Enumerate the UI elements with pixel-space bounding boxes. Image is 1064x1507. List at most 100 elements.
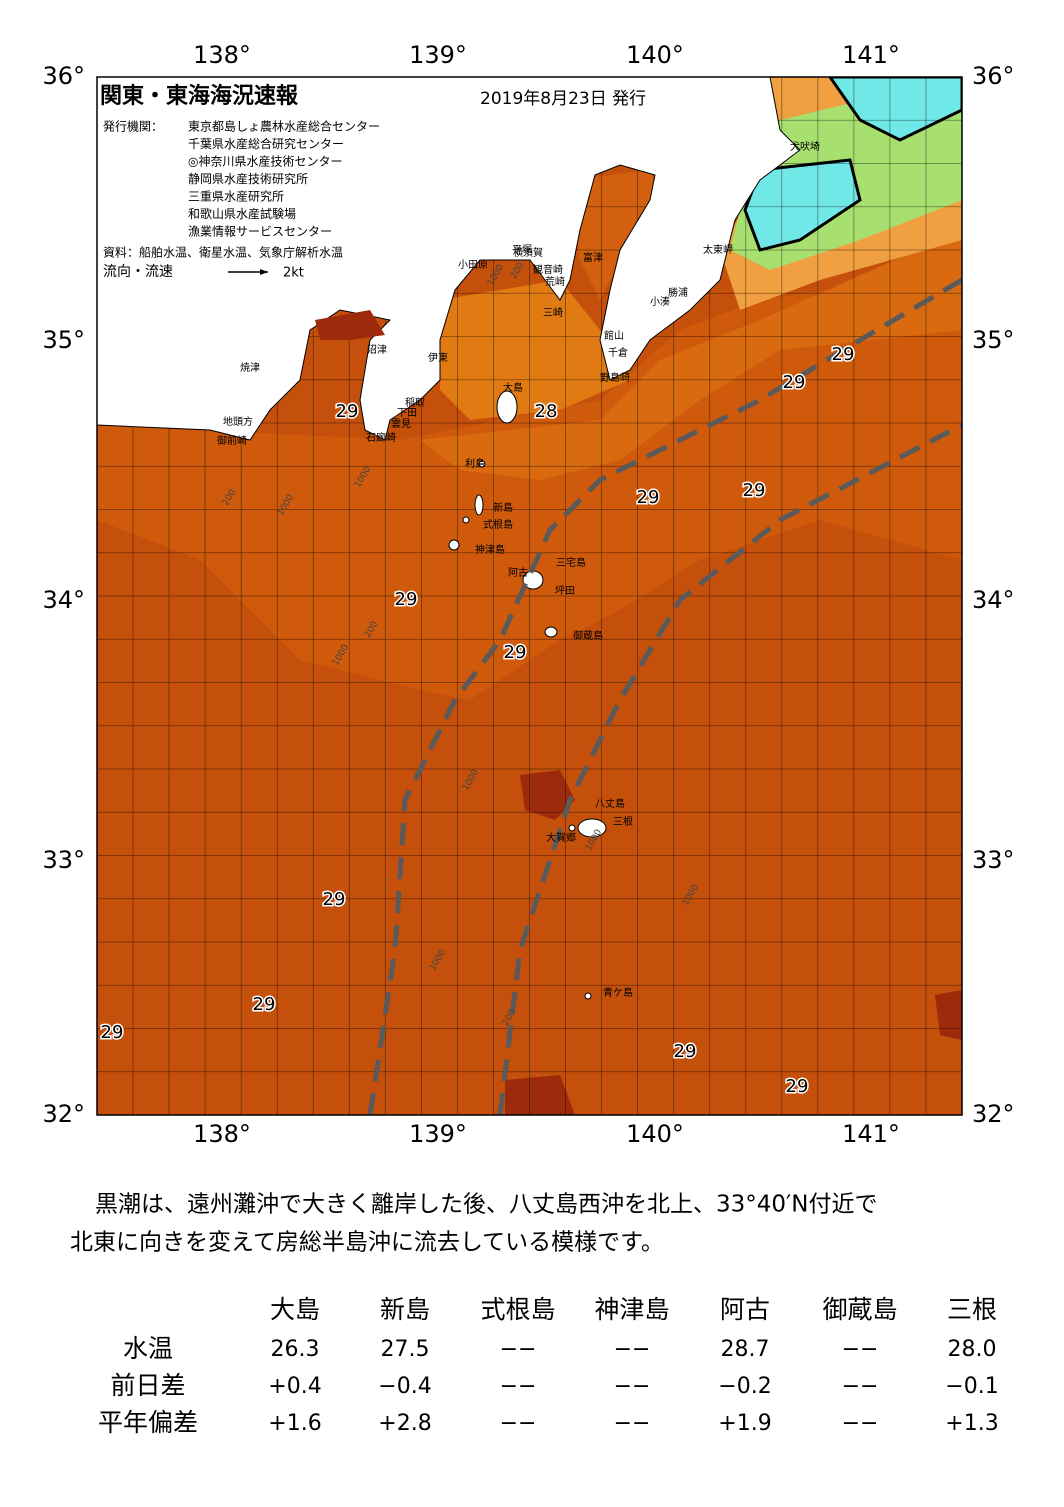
temperature-label: 29 xyxy=(101,1022,124,1043)
lon-label: 138° xyxy=(193,41,251,69)
lat-label: 34° xyxy=(42,586,85,614)
flow-label: 流向・流速 xyxy=(103,264,173,280)
agency: 和歌山県水産試験場 xyxy=(188,206,296,221)
agency: 千葉県水産総合研究センター xyxy=(188,136,344,151)
place-name: 荒崎 xyxy=(545,275,565,288)
place-name: 伊東 xyxy=(428,351,448,364)
place-name: 石廊崎 xyxy=(366,431,396,444)
temperature-label: 29 xyxy=(637,487,660,508)
place-name: 青ケ島 xyxy=(603,986,633,999)
temperature-label: 29 xyxy=(783,372,806,393)
place-name: 沼津 xyxy=(367,343,387,356)
table-cell: −− xyxy=(500,1337,537,1362)
map xyxy=(97,77,962,1115)
kuroshio-path xyxy=(367,277,962,1115)
sea-zone xyxy=(97,270,962,700)
lon-label: 140° xyxy=(626,41,684,69)
table-cell: −− xyxy=(842,1411,879,1436)
temperature-label: 29 xyxy=(323,889,346,910)
table-header: 大島 xyxy=(270,1295,320,1324)
warm-core xyxy=(315,310,385,340)
temperature-label: 29 xyxy=(395,589,418,610)
sea-zone xyxy=(570,170,660,300)
warm-core xyxy=(935,990,962,1040)
place-name: 新島 xyxy=(493,501,513,514)
lon-label: 139° xyxy=(409,1120,467,1148)
place-name: 八丈島 xyxy=(595,797,625,810)
table-cell: −− xyxy=(500,1374,537,1399)
temperature-label: 29 xyxy=(504,642,527,663)
agency: ◎神奈川県水産技術センター xyxy=(188,154,342,169)
table-cell: +1.9 xyxy=(718,1411,771,1436)
place-name: 三根 xyxy=(613,815,633,828)
temperature-label: 29 xyxy=(743,480,766,501)
table-cell: 26.3 xyxy=(271,1337,320,1362)
table-cell: +1.6 xyxy=(268,1411,321,1436)
agency-label: 発行機関： xyxy=(103,119,163,134)
place-name: 館山 xyxy=(604,329,624,342)
flow-scale: 2kt xyxy=(283,266,304,281)
place-name: 千倉 xyxy=(608,346,628,359)
lat-label: 34° xyxy=(972,586,1015,614)
place-name: 野島崎 xyxy=(600,371,630,384)
cold-water xyxy=(743,158,862,252)
place-name: 御前崎 xyxy=(217,434,247,447)
place-name: 観音崎 xyxy=(533,263,563,276)
sea-zone xyxy=(420,230,962,480)
lat-label: 36° xyxy=(42,62,85,90)
table-cell: −− xyxy=(614,1337,651,1362)
place-name: 地頭方 xyxy=(223,415,253,428)
temperature-label: 29 xyxy=(786,1076,809,1097)
labels: 138° 138° 139° 139° 140° 140° 141° 141° 36° 36° 35… xyxy=(42,41,1014,1437)
place-name: 雲見 xyxy=(391,418,411,430)
place-name: 太東岬 xyxy=(703,243,733,256)
date: 2019年8月23日 発行 xyxy=(480,89,646,109)
place-name: 神津島 xyxy=(475,543,505,556)
table-cell: −0.1 xyxy=(945,1374,998,1399)
place-name: 焼津 xyxy=(240,362,260,374)
place-name: 三崎 xyxy=(543,306,563,319)
title: 関東・東海海況速報 xyxy=(100,83,299,109)
table-cell: +2.8 xyxy=(378,1411,431,1436)
table-header: 三根 xyxy=(947,1295,997,1324)
sea-zone xyxy=(440,280,630,420)
summary-line: 北東に向きを変えて房総半島沖に流去している模様です。 xyxy=(70,1230,664,1256)
map-frame xyxy=(96,76,963,1116)
row-label: 平年偏差 xyxy=(98,1408,198,1437)
lat-label: 33° xyxy=(972,846,1015,874)
table-cell: −− xyxy=(842,1374,879,1399)
place-name: 平塚 xyxy=(512,244,532,256)
summary-line: 黒潮は、遠州灘沖で大きく離岸した後、八丈島西沖を北上、33°40′N付近で xyxy=(95,1192,877,1218)
table-header: 式根島 xyxy=(480,1295,555,1324)
cold-water xyxy=(828,77,962,142)
table-cell: −− xyxy=(500,1411,537,1436)
table-cell: 28.0 xyxy=(948,1337,997,1362)
lat-label: 35° xyxy=(972,326,1015,354)
warm-core xyxy=(520,770,575,820)
source: 資料：船舶水温、衛星水温、気象庁解析水温 xyxy=(103,245,343,260)
table-cell: 28.7 xyxy=(721,1337,770,1362)
agency: 三重県水産研究所 xyxy=(188,189,284,204)
place-name: 富津 xyxy=(583,251,603,264)
temperature-label: 29 xyxy=(253,994,276,1015)
lat-label: 36° xyxy=(972,62,1015,90)
flow-arrow xyxy=(260,269,268,275)
temperature-label: 29 xyxy=(336,401,359,422)
table-header: 阿古 xyxy=(720,1295,770,1324)
table-cell: −0.4 xyxy=(378,1374,431,1399)
table-cell: −− xyxy=(614,1374,651,1399)
table-cell: −− xyxy=(842,1337,879,1362)
place-name: 三宅島 xyxy=(556,556,586,569)
place-name: 阿古 xyxy=(508,566,528,579)
place-name: 坪田 xyxy=(555,584,575,597)
agency: 静岡県水産技術研究所 xyxy=(188,171,308,186)
lat-label: 32° xyxy=(42,1100,85,1128)
table-cell: −− xyxy=(614,1411,651,1436)
lat-label: 32° xyxy=(972,1100,1015,1128)
warm-core xyxy=(505,1075,575,1115)
islands xyxy=(448,390,607,1000)
lon-label: 139° xyxy=(409,41,467,69)
place-name: 大賀郷 xyxy=(546,831,576,844)
